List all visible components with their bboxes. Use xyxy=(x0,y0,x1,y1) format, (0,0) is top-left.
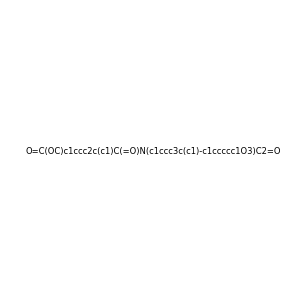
Text: O=C(OC)c1ccc2c(c1)C(=O)N(c1ccc3c(c1)-c1ccccc1O3)C2=O: O=C(OC)c1ccc2c(c1)C(=O)N(c1ccc3c(c1)-c1c… xyxy=(26,147,281,156)
